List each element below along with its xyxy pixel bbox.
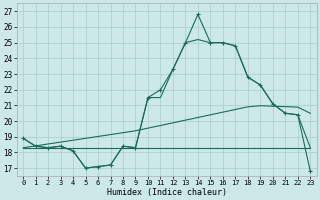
- X-axis label: Humidex (Indice chaleur): Humidex (Indice chaleur): [107, 188, 227, 197]
